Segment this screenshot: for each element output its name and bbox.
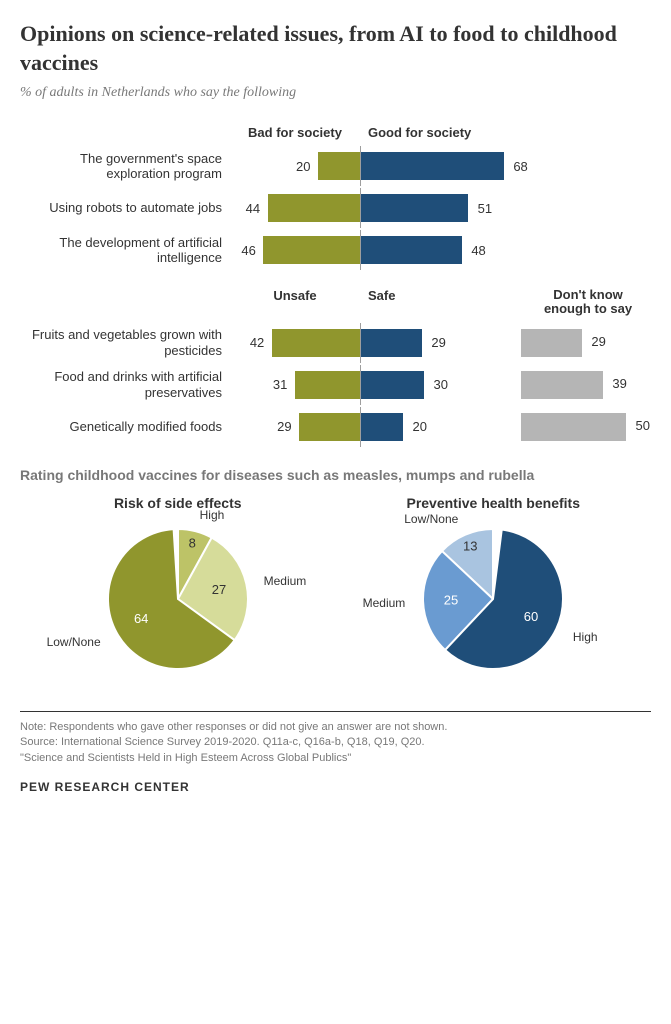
pie-risk: Risk of side effects 8 27 64 High Medium Low/…	[28, 495, 328, 687]
section-society: Bad for societyGood for society The gover…	[20, 125, 651, 270]
pie-slice-val: 25	[444, 592, 458, 607]
bar-row: Using robots to automate jobs4451	[20, 188, 651, 228]
pie-slice-label: Low/None	[47, 635, 101, 649]
pie-risk-title: Risk of side effects	[28, 495, 328, 511]
header-pos: Good for society	[360, 125, 528, 140]
bar-dk-val: 29	[591, 334, 605, 349]
bar-pos: 30	[361, 371, 424, 399]
section-food: UnsafeSafeDon't know enough to say Fruits…	[20, 288, 651, 447]
chart-subtitle: % of adults in Netherlands who say the f…	[20, 85, 651, 101]
bar-label: Food and drinks with artificial preserva…	[20, 369, 230, 400]
bar-label: The development of artificial intelligen…	[20, 235, 230, 266]
pie-slice-label: Medium	[363, 596, 406, 610]
bar-neg-val: 46	[241, 243, 255, 258]
bar-label: Using robots to automate jobs	[20, 200, 230, 216]
bar-neg-val: 31	[273, 377, 287, 392]
bar-row: The development of artificial intelligen…	[20, 230, 651, 270]
bar-label: Genetically modified foods	[20, 419, 230, 435]
pie-benefits: Preventive health benefits 13 25 60 Low/Non…	[343, 495, 643, 687]
bar-row: Fruits and vegetables grown with pestici…	[20, 323, 651, 363]
bar-neg: 29	[299, 413, 360, 441]
bar-pos: 20	[361, 413, 403, 441]
bar-pos-val: 20	[413, 419, 427, 434]
bar-dk: 29	[521, 329, 582, 357]
bar-pos-val: 68	[513, 159, 527, 174]
bar-pos-val: 48	[471, 243, 485, 258]
bar-pos-val: 51	[478, 201, 492, 216]
pie-svg: 13 25 60	[413, 519, 573, 679]
pie-svg: 8 27 64	[98, 519, 258, 679]
bar-pos: 48	[361, 236, 462, 264]
note-line: Note: Respondents who gave other respons…	[20, 720, 651, 735]
vaccine-section-title: Rating childhood vaccines for diseases s…	[20, 467, 651, 483]
bar-dk: 50	[521, 413, 626, 441]
bar-row: Food and drinks with artificial preserva…	[20, 365, 651, 405]
bar-pos-val: 29	[431, 335, 445, 350]
header-neg: Unsafe	[230, 288, 360, 317]
pie-slice-label: High	[573, 630, 598, 644]
bar-label: The government's space exploration progr…	[20, 151, 230, 182]
pie-slice-label: Low/None	[404, 512, 458, 526]
bar-dk-val: 50	[636, 418, 650, 433]
source-line: Source: International Science Survey 201…	[20, 735, 651, 750]
bar-dk-val: 39	[612, 376, 626, 391]
bar-label: Fruits and vegetables grown with pestici…	[20, 327, 230, 358]
bar-row: The government's space exploration progr…	[20, 146, 651, 186]
pie-slice-val: 8	[188, 535, 195, 550]
bar-dk: 39	[521, 371, 603, 399]
bar-neg-val: 29	[277, 419, 291, 434]
header-pos: Safe	[360, 288, 528, 317]
bar-neg: 44	[268, 194, 360, 222]
pie-slice-val: 60	[524, 609, 538, 624]
pie-slice-val: 64	[134, 611, 148, 626]
pie-slice-label: High	[200, 508, 225, 522]
bar-pos: 29	[361, 329, 422, 357]
bar-pos: 51	[361, 194, 468, 222]
header-neg: Bad for society	[230, 125, 360, 140]
pie-slice-val: 27	[212, 582, 226, 597]
bar-neg: 20	[318, 152, 360, 180]
bar-pos: 68	[361, 152, 504, 180]
bar-pos-val: 30	[434, 377, 448, 392]
pie-benefits-title: Preventive health benefits	[343, 495, 643, 511]
bar-neg: 46	[263, 236, 360, 264]
bar-neg: 31	[295, 371, 360, 399]
bar-row: Genetically modified foods292050	[20, 407, 651, 447]
bar-neg: 42	[272, 329, 360, 357]
bar-neg-val: 44	[246, 201, 260, 216]
footnote: Note: Respondents who gave other respons…	[20, 711, 651, 766]
chart-title: Opinions on science-related issues, from…	[20, 20, 651, 77]
pie-slice-label: Medium	[264, 574, 307, 588]
pew-logo: PEW RESEARCH CENTER	[20, 780, 651, 814]
pies-row: Risk of side effects 8 27 64 High Medium Low/…	[20, 495, 651, 687]
header-dk: Don't know enough to say	[528, 288, 648, 317]
bar-neg-val: 42	[250, 335, 264, 350]
report-line: "Science and Scientists Held in High Est…	[20, 751, 651, 766]
bar-neg-val: 20	[296, 159, 310, 174]
pie-slice-val: 13	[463, 538, 477, 553]
